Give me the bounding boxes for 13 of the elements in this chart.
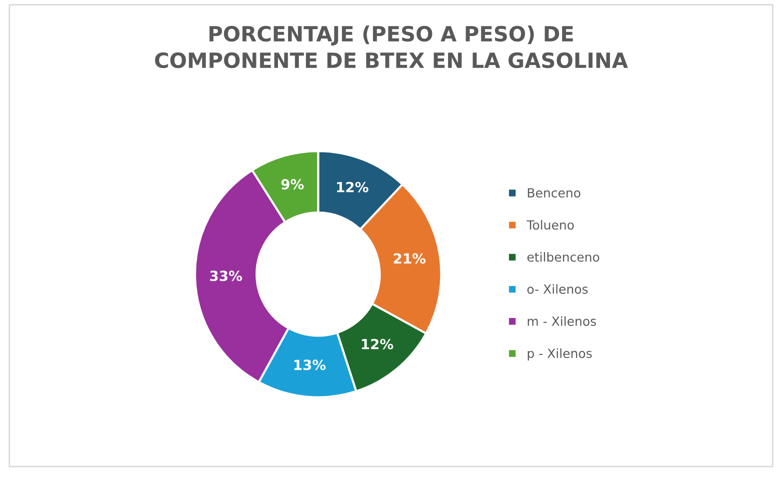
data-label: 12% [337, 182, 368, 192]
data-label: 33% [210, 270, 242, 282]
legend-label: m - Xilenos [528, 316, 596, 326]
legend-label: p - Xilenos [528, 348, 592, 360]
chart-title: PORCENTAJE (PESO A PESO) DE COMPONENTE DE BTEX EN LA GASOLINA [155, 26, 628, 68]
legend-label: Benceno [528, 188, 580, 198]
data-label: 9% [281, 179, 304, 190]
legend-label: Tolueno [526, 220, 574, 230]
data-label: 13% [294, 360, 326, 370]
legend-label: etilbenceno [527, 252, 600, 262]
data-label: 12% [362, 338, 394, 350]
legend-label: o- Xilenos [527, 284, 588, 294]
data-label: 21% [394, 253, 426, 264]
